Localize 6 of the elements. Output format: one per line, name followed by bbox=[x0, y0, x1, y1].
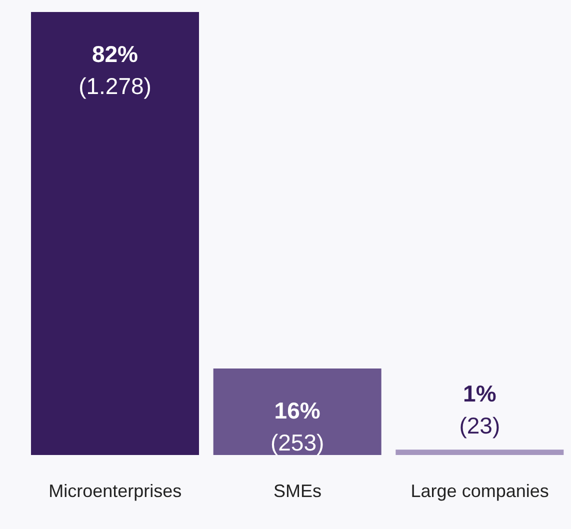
x-tick-label: SMEs bbox=[273, 481, 322, 501]
data-label: 1% (23) bbox=[459, 380, 500, 439]
data-label: 16% (253) bbox=[270, 398, 324, 456]
data-label: 82% (1.278) bbox=[78, 41, 152, 99]
x-tick-label: Microenterprises bbox=[48, 481, 182, 501]
x-tick-label: Large companies bbox=[410, 481, 549, 501]
